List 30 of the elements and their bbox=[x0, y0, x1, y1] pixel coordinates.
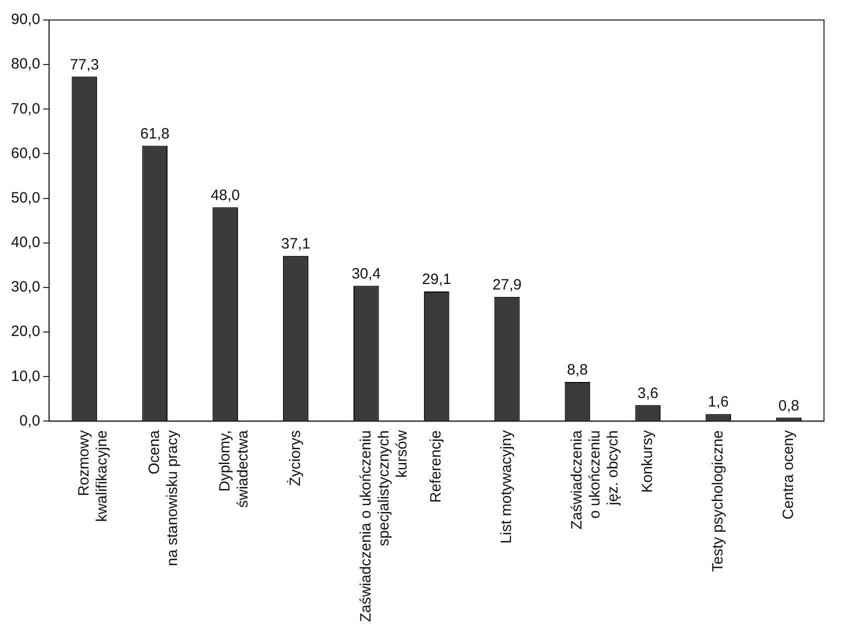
data-label: 27,9 bbox=[492, 276, 522, 294]
x-tick-label: Rozmowy kwalifikacyjne bbox=[76, 430, 111, 522]
y-tick-label: 40,0 bbox=[10, 234, 40, 252]
data-label: 77,3 bbox=[70, 56, 100, 74]
data-label: 37,1 bbox=[281, 235, 310, 252]
y-tick-label: 0,0 bbox=[19, 412, 40, 430]
data-label: 0,8 bbox=[778, 397, 800, 414]
y-tick-label: 20,0 bbox=[10, 323, 40, 340]
x-tick-label: Testy psychologiczne bbox=[709, 430, 726, 572]
y-tick-label: 30,0 bbox=[10, 278, 40, 296]
x-tick-label: Życiorys bbox=[286, 430, 304, 486]
data-label: 30,4 bbox=[352, 265, 381, 282]
y-tick-label: 90,0 bbox=[10, 11, 40, 28]
y-tick-label: 10,0 bbox=[10, 368, 40, 385]
x-tick-label: Zaświadczenia o ukończeniu specjalistycznych kursów bbox=[357, 430, 410, 622]
data-label: 48,0 bbox=[210, 186, 240, 204]
y-tick-label: 60,0 bbox=[10, 144, 40, 162]
x-tick-label: Konkursy bbox=[639, 430, 656, 493]
x-tick-label: Zaświadczenia o ukończeniu jęz. obcych bbox=[568, 430, 622, 530]
x-tick-label: Referencje bbox=[428, 430, 445, 503]
data-label: 1,6 bbox=[708, 394, 729, 411]
y-tick-label: 50,0 bbox=[10, 189, 40, 206]
data-label: 61,8 bbox=[140, 125, 170, 142]
y-tick-label: 80,0 bbox=[10, 56, 40, 73]
data-label: 3,6 bbox=[637, 384, 658, 402]
data-label: 29,1 bbox=[422, 271, 452, 288]
x-tick-label: List motywacyjny bbox=[498, 430, 516, 544]
y-tick-label: 70,0 bbox=[10, 100, 40, 118]
x-tick-label: Centra oceny bbox=[780, 430, 797, 520]
data-label: 8,8 bbox=[567, 362, 588, 379]
